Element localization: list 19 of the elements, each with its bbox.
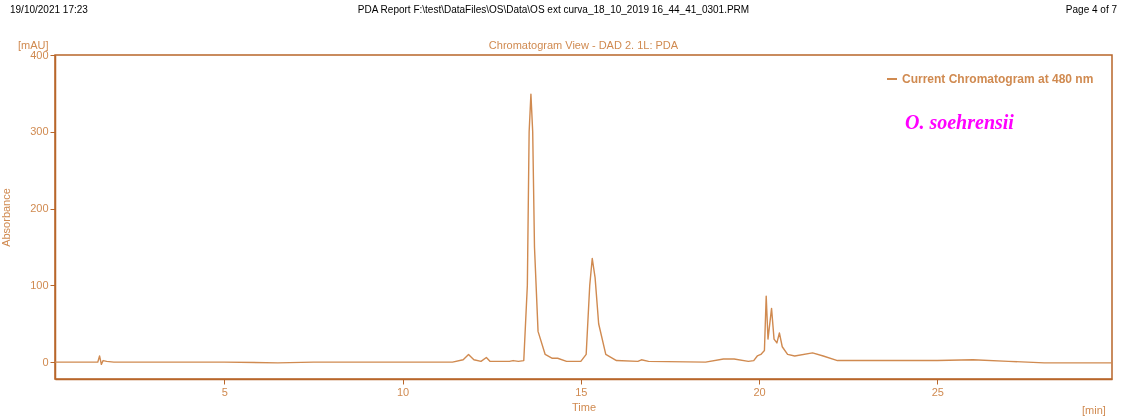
y-axis-title: Absorbance <box>0 188 13 247</box>
x-tick-label: 10 <box>396 385 410 398</box>
x-tick-label: 15 <box>575 385 588 398</box>
y-tick-label: 300 <box>30 125 49 138</box>
text: 19/10/2021 17:23 <box>10 4 89 15</box>
x-tick-label: 20 <box>753 385 766 398</box>
text: [min] <box>1082 404 1106 416</box>
y-tick-label: 100 <box>30 278 49 291</box>
text: PDA Report F:\test\DataFiles\OS\Data\OS ext curva_18_10_2019 16_44_41_0301.PRM <box>357 4 750 15</box>
chart-title: Chromatogram View - DAD 2. 1L: PDA <box>488 39 679 51</box>
y-tick-label: 0 <box>42 355 49 368</box>
line-series <box>55 93 1112 366</box>
y-tick-label: 200 <box>30 202 49 215</box>
x-tick-label: 25 <box>931 385 944 398</box>
x-axis-title: Time <box>571 400 597 413</box>
text: Page 4 of 7 <box>1065 4 1118 15</box>
x-tick-label: 5 <box>221 385 228 398</box>
legend-label: Current Chromatogram at 480 nm <box>902 72 1094 86</box>
annotation: O. soehrensii <box>905 111 1015 133</box>
